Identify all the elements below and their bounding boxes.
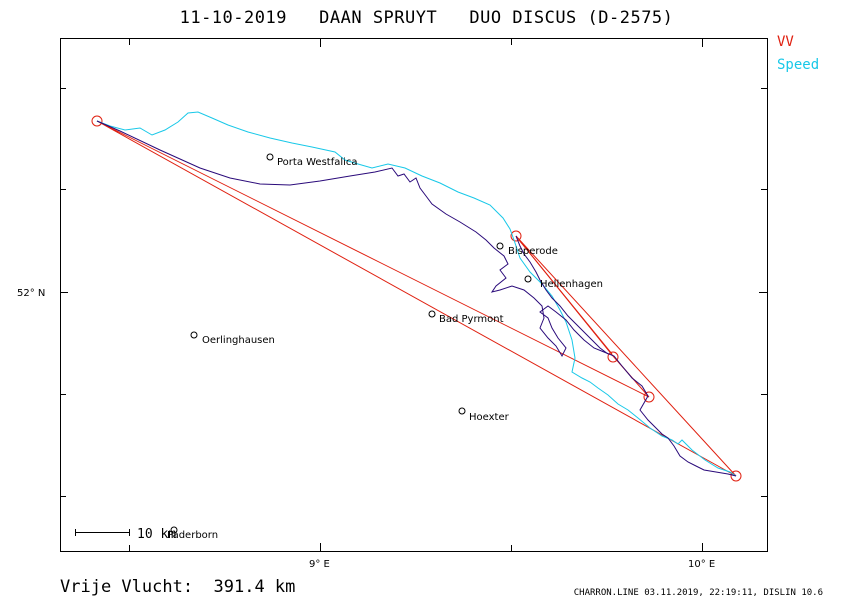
place-label-bisperode: Bisperode bbox=[508, 246, 558, 257]
place-marker bbox=[170, 526, 178, 534]
place-label-hoexter: Hoexter bbox=[469, 412, 510, 423]
credit-line: CHARRON.LINE 03.11.2019, 22:19:11, DISLI… bbox=[573, 588, 823, 598]
turnpoint-marker bbox=[510, 230, 522, 242]
place-marker bbox=[524, 275, 532, 283]
place-label-bad-pyrmont: Bad Pyrmont bbox=[439, 314, 504, 325]
place-marker bbox=[496, 242, 504, 250]
lat-label: 52° N bbox=[17, 288, 45, 299]
map-frame bbox=[60, 38, 768, 552]
map-title: 11-10-2019 DAAN SPRUYT DUO DISCUS (D-257… bbox=[179, 8, 674, 28]
speed-trace bbox=[96, 111, 737, 477]
gps-track bbox=[515, 235, 609, 355]
scale-label: 10 km bbox=[137, 527, 176, 542]
place-label-hellenhagen: Hellenhagen bbox=[540, 279, 603, 290]
turnpoint-marker bbox=[607, 351, 619, 363]
lon-ticks bbox=[129, 39, 703, 551]
gps-track bbox=[96, 120, 737, 477]
place-markers bbox=[170, 153, 532, 534]
place-label-oerlinghausen: Oerlinghausen bbox=[202, 335, 275, 346]
lat-ticks bbox=[60, 88, 767, 497]
place-marker bbox=[266, 153, 274, 161]
turnpoint-marker bbox=[643, 391, 655, 403]
turnpoint-marker bbox=[730, 470, 742, 482]
scale-bar bbox=[75, 529, 130, 536]
turnpoint-marker bbox=[91, 115, 103, 127]
task-lines bbox=[96, 120, 737, 477]
place-marker bbox=[190, 331, 198, 339]
place-label-paderborn: Paderborn bbox=[167, 530, 218, 541]
lon-label-9: 9° E bbox=[309, 559, 330, 570]
distance-summary: Vrije Vlucht: 391.4 km bbox=[60, 577, 296, 597]
legend-speed: Speed bbox=[777, 57, 820, 73]
place-marker bbox=[458, 407, 466, 415]
place-marker bbox=[428, 310, 436, 318]
turnpoint-markers bbox=[91, 115, 742, 482]
legend-vv: VV bbox=[777, 34, 794, 50]
lon-label-10: 10° E bbox=[688, 559, 715, 570]
place-label-porta-westfalica: Porta Westfalica bbox=[277, 157, 358, 168]
